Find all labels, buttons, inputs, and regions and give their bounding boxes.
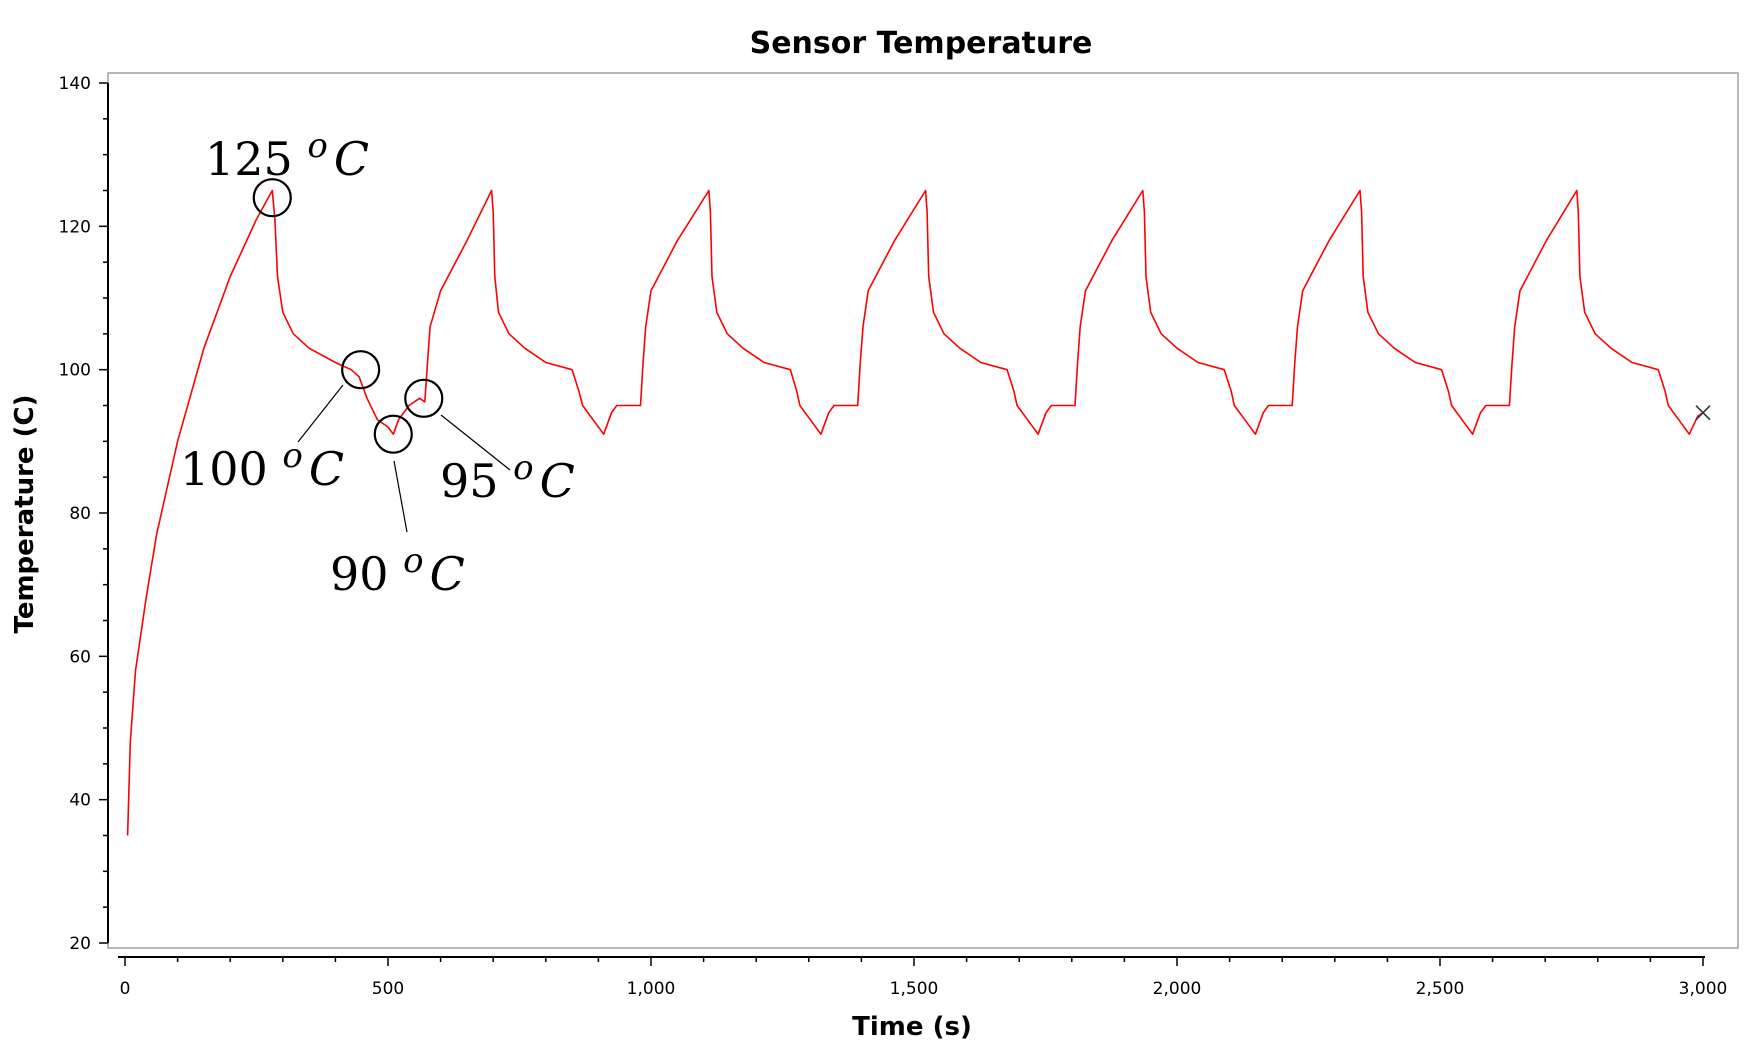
annotation-degree-sup: o — [403, 541, 423, 581]
x-axis-label: Time (s) — [852, 1012, 972, 1042]
x-tick-label: 1,500 — [890, 979, 939, 999]
y-tick-label: 60 — [69, 647, 91, 667]
annotation-unit: C — [540, 454, 575, 508]
y-tick-label: 140 — [59, 74, 91, 94]
annotation-circle — [373, 414, 413, 454]
x-tick-label: 3,000 — [1679, 979, 1728, 999]
end-marker — [1695, 405, 1711, 421]
y-axis-label: Temperature (C) — [10, 395, 40, 634]
annotation-degree-sup: o — [307, 126, 327, 166]
series-layer — [126, 189, 1711, 836]
temperature-series-line — [126, 189, 1704, 836]
plot-area — [107, 72, 1739, 949]
y-tick-label: 80 — [69, 504, 91, 524]
annotation-unit: C — [309, 442, 344, 496]
annotation-unit: C — [430, 547, 465, 601]
x-tick-label: 1,000 — [627, 979, 676, 999]
annotation-degree-sup: o — [513, 448, 533, 488]
chart-title: Sensor Temperature — [750, 26, 1093, 61]
x-axis-ticks: 0 500 1,000 1,500 2,000 2,500 3,000 — [120, 957, 1728, 999]
x-tick-label: 500 — [372, 979, 404, 999]
y-tick-label: 120 — [59, 217, 91, 237]
y-axis-ticks: 20 40 60 80 100 120 140 — [59, 74, 108, 954]
y-tick-label: 100 — [59, 361, 91, 381]
annotation-leader-line — [440, 414, 511, 471]
x-tick-label: 2,000 — [1153, 979, 1202, 999]
y-tick-label: 20 — [69, 934, 91, 954]
x-tick-label: 0 — [120, 979, 131, 999]
annotation-circle — [404, 378, 444, 418]
y-tick-label: 40 — [69, 791, 91, 811]
x-tick-label: 2,500 — [1416, 979, 1465, 999]
annotation-circle — [252, 178, 292, 218]
annotation-degree-sup: o — [282, 436, 302, 476]
annotation-leader-line — [393, 460, 408, 533]
annotation-circle — [341, 350, 381, 390]
annotation-leader-line — [297, 384, 344, 443]
annotation-unit: C — [334, 132, 369, 186]
